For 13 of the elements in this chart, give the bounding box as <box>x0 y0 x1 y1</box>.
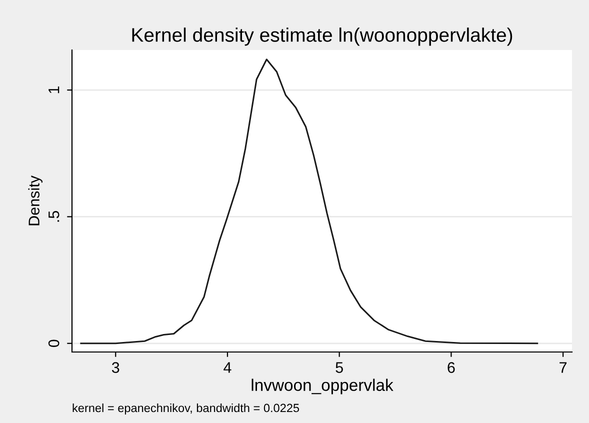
chart-title: Kernel density estimate ln(woonoppervlakte) <box>132 28 512 46</box>
x-tick-label: 3 <box>112 362 120 373</box>
line-series <box>80 58 538 344</box>
x-axis-title: lnvwoon_oppervlak <box>252 378 394 394</box>
x-tick-label: 4 <box>224 362 232 373</box>
x-tick-label: 5 <box>336 362 343 373</box>
text: kernel = epanechnikov, bandwidth = 0.0225 <box>72 403 300 415</box>
x-tick-label: 6 <box>448 362 455 373</box>
y-axis-title: Density <box>28 176 42 226</box>
y-tick-label: .5 <box>48 210 60 222</box>
y-tick-label: 1 <box>48 86 60 94</box>
x-tick-label: 7 <box>560 362 567 373</box>
y-tick-label: 0 <box>48 340 60 348</box>
